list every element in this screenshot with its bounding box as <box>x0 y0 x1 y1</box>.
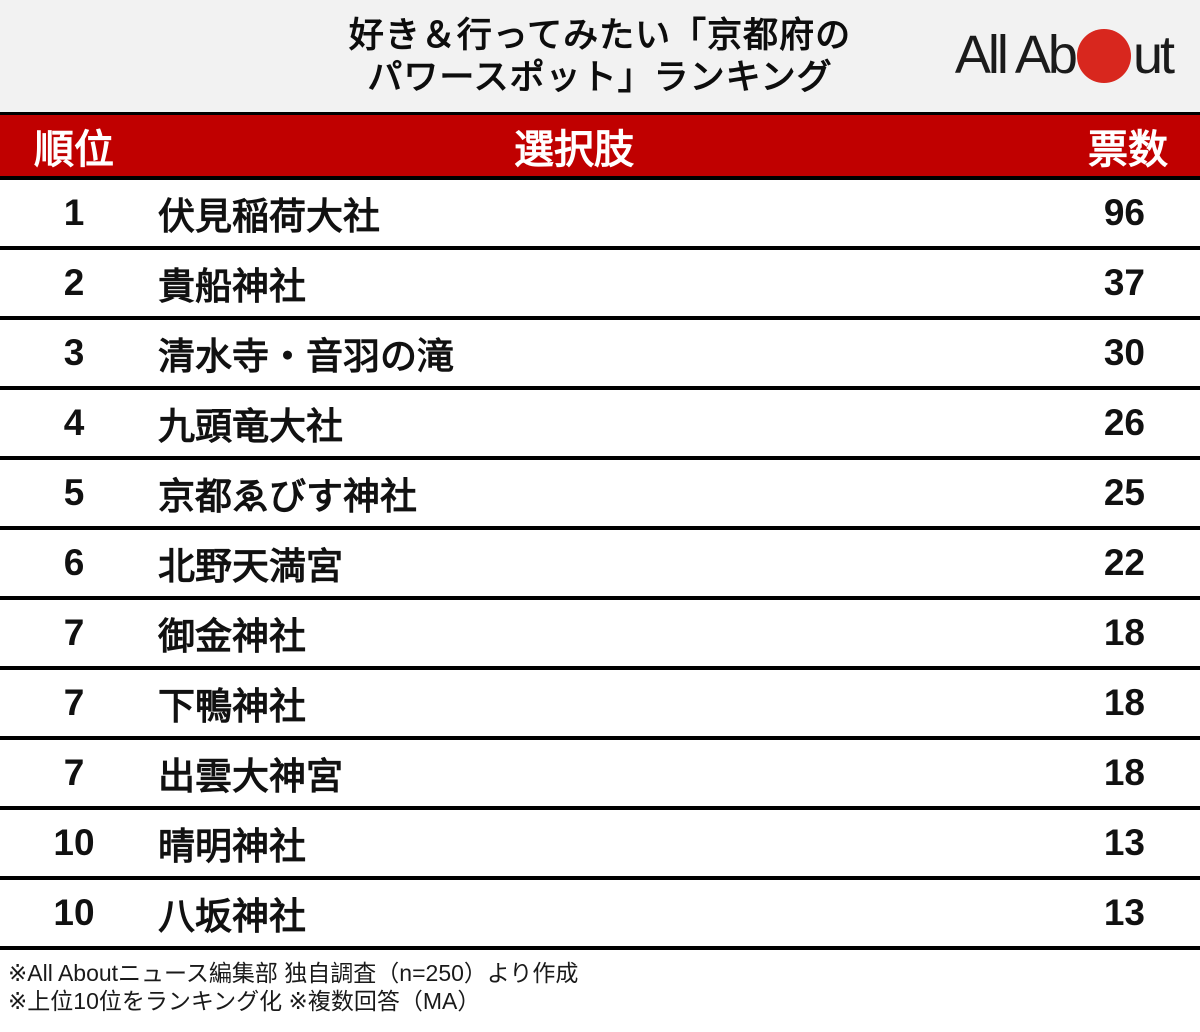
table-row: 6 北野天満宮 22 <box>0 530 1200 600</box>
page-title: 好き＆行ってみたい「京都府の パワースポット」ランキング <box>0 15 1200 99</box>
all-about-logo: All Ab ut <box>954 24 1175 86</box>
choice-value: 九頭竜大社 <box>158 406 343 447</box>
table-header-row: 順位 選択肢 票数 <box>0 112 1200 180</box>
votes-value: 18 <box>1103 752 1145 793</box>
table-row: 3 清水寺・音羽の滝 30 <box>0 320 1200 390</box>
logo-red-circle-icon <box>1076 29 1131 83</box>
table-row: 7 御金神社 18 <box>0 600 1200 670</box>
rank-value: 10 <box>53 822 95 863</box>
logo-text-right: ut <box>1132 25 1175 85</box>
rank-value: 7 <box>63 752 85 793</box>
table-row: 1 伏見稲荷大社 96 <box>0 180 1200 250</box>
table-row: 10 八坂神社 13 <box>0 880 1200 950</box>
choice-value: 京都ゑびす神社 <box>158 476 417 517</box>
column-header-rank: 順位 <box>34 127 114 172</box>
footnotes: ※All Aboutニュース編集部 独自調査（n=250）より作成 ※上位10位… <box>0 950 1200 1015</box>
rank-value: 3 <box>63 332 85 373</box>
footnote-1: ※All Aboutニュース編集部 独自調査（n=250）より作成 <box>8 960 579 986</box>
votes-value: 26 <box>1103 402 1145 443</box>
votes-value: 96 <box>1103 192 1145 233</box>
choice-value: 御金神社 <box>158 616 306 657</box>
table-row: 7 出雲大神宮 18 <box>0 740 1200 810</box>
column-header-votes: 票数 <box>1088 127 1168 172</box>
footnote-2: ※上位10位をランキング化 ※複数回答（MA） <box>8 988 481 1014</box>
title-line-1: 好き＆行ってみたい「京都府の <box>348 16 852 55</box>
votes-value: 37 <box>1103 262 1145 303</box>
title-line-2: パワースポット」ランキング <box>367 58 833 97</box>
choice-value: 伏見稲荷大社 <box>158 196 380 237</box>
choice-value: 北野天満宮 <box>158 546 343 587</box>
choice-value: 出雲大神宮 <box>158 756 343 797</box>
rank-value: 1 <box>63 192 85 233</box>
votes-value: 13 <box>1103 822 1145 863</box>
choice-value: 貴船神社 <box>158 266 306 307</box>
votes-value: 18 <box>1103 612 1145 653</box>
logo-text-left: All Ab <box>954 25 1078 85</box>
votes-value: 18 <box>1103 682 1145 723</box>
votes-value: 22 <box>1103 542 1145 583</box>
rank-value: 2 <box>63 262 85 303</box>
rank-value: 6 <box>63 542 85 583</box>
table-row: 5 京都ゑびす神社 25 <box>0 460 1200 530</box>
rank-value: 10 <box>53 892 95 933</box>
rank-value: 7 <box>63 612 85 653</box>
table-row: 4 九頭竜大社 26 <box>0 390 1200 460</box>
column-header-choice: 選択肢 <box>514 127 634 172</box>
table-row: 2 貴船神社 37 <box>0 250 1200 320</box>
rank-value: 5 <box>63 472 85 513</box>
votes-value: 30 <box>1103 332 1145 373</box>
table-row: 7 下鴨神社 18 <box>0 670 1200 740</box>
votes-value: 25 <box>1103 472 1145 513</box>
table-body: 1 伏見稲荷大社 96 2 貴船神社 37 3 清水寺・音羽の滝 30 4 九頭… <box>0 180 1200 950</box>
rank-value: 7 <box>63 682 85 723</box>
choice-value: 清水寺・音羽の滝 <box>158 336 454 377</box>
choice-value: 晴明神社 <box>158 826 306 867</box>
table-row: 10 晴明神社 13 <box>0 810 1200 880</box>
choice-value: 八坂神社 <box>158 896 306 937</box>
header-band: 好き＆行ってみたい「京都府の パワースポット」ランキング All Ab ut <box>0 0 1200 112</box>
choice-value: 下鴨神社 <box>158 686 306 727</box>
rank-value: 4 <box>63 402 85 443</box>
votes-value: 13 <box>1103 892 1145 933</box>
